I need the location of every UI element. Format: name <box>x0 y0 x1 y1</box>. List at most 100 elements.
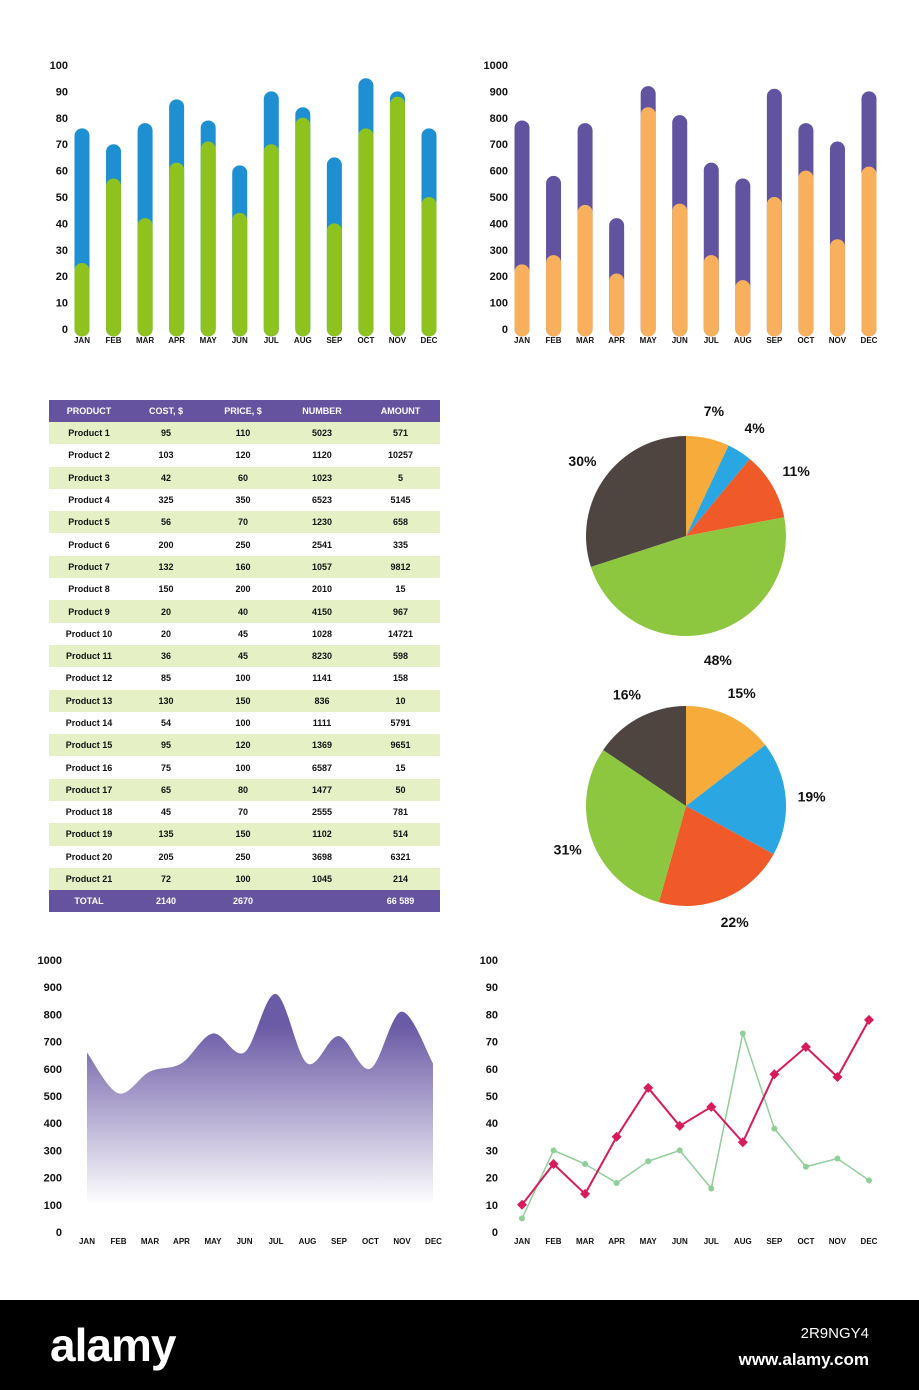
line-point-s0-1 <box>548 1159 559 1169</box>
table-header-row: PRODUCT COST, $ PRICE, $ NUMBER AMOUNT <box>49 400 440 422</box>
line-ytick-2: 20 <box>486 1173 498 1185</box>
line-ytick-10: 100 <box>480 955 498 967</box>
line-series-1 <box>521 1030 870 1219</box>
line-point-s0-4 <box>643 1082 654 1093</box>
table-cell: Product 19 <box>49 823 129 846</box>
area-xtick-1: FEB <box>111 1237 127 1246</box>
pie2-slice-3 <box>586 749 686 903</box>
table-cell: 150 <box>203 823 283 846</box>
bar1-bar-s1-5 <box>232 212 248 337</box>
line-point-s1-4 <box>645 1158 652 1165</box>
bar2-ytick-6: 600 <box>490 166 508 178</box>
table-cell: 20 <box>129 600 203 623</box>
line-point-s1-5 <box>676 1147 683 1154</box>
bar1-xtick-9: OCT <box>357 336 374 345</box>
area-xtick-7: AUG <box>299 1237 317 1246</box>
table-cell: 45 <box>203 644 283 668</box>
area-ytick-1: 100 <box>44 1200 62 1212</box>
area-fill <box>87 993 433 1205</box>
table-cell: 6321 <box>361 845 440 868</box>
table-cell: 20 <box>129 622 203 645</box>
bar1-xtick-5: JUN <box>232 336 248 345</box>
table-cell: 1111 <box>283 711 361 735</box>
bar1-bar-s1-4 <box>200 141 216 337</box>
bar2-xtick-9: OCT <box>797 336 814 345</box>
table-cell: 1102 <box>283 823 361 846</box>
table-cell: 598 <box>361 644 440 668</box>
table-cell: 80 <box>203 778 283 802</box>
pie2-slice-2 <box>658 806 774 906</box>
table-row: Product 2 103 120 1120 10257 <box>49 444 440 467</box>
table-cell: 200 <box>203 578 283 601</box>
bar2-ytick-0: 0 <box>502 324 508 336</box>
table-cell: 160 <box>203 555 283 579</box>
table-total-cell <box>283 890 361 913</box>
table-cell: 42 <box>129 466 203 489</box>
table-cell: 75 <box>129 756 203 779</box>
table-cell: 781 <box>361 801 440 824</box>
table-cell: 45 <box>203 622 283 645</box>
table-cell: Product 11 <box>49 644 129 668</box>
bar2-ytick-4: 400 <box>490 218 508 230</box>
bar2-ytick-8: 800 <box>490 113 508 125</box>
table-header-cell: COST, $ <box>129 400 203 422</box>
table-cell: 14721 <box>361 622 440 645</box>
bar1-ytick-10: 100 <box>50 60 68 72</box>
table-cell: 5145 <box>361 488 440 512</box>
line-point-s1-2 <box>582 1161 589 1167</box>
area-ytick-6: 600 <box>44 1064 62 1076</box>
line-ytick-8: 80 <box>486 1009 498 1021</box>
table-cell: 200 <box>129 533 203 556</box>
line-xtick-4: MAY <box>640 1237 658 1246</box>
bar1-bar-s1-6 <box>263 144 279 337</box>
table-header-cell: AMOUNT <box>361 400 440 422</box>
line-point-s0-10 <box>832 1071 843 1082</box>
area-xtick-4: MAY <box>204 1237 222 1246</box>
image-code-block: 2R9NGY4 www.alamy.com <box>739 1322 869 1373</box>
line-point-s1-10 <box>834 1155 841 1162</box>
bar2-ytick-5: 500 <box>490 192 508 204</box>
pie1-label-4: 30% <box>568 453 597 469</box>
bar2-xtick-8: SEP <box>766 336 783 345</box>
bar2-bar-s1-0 <box>514 264 530 337</box>
area-ytick-3: 300 <box>44 1145 62 1157</box>
bar1-ytick-3: 30 <box>56 245 68 257</box>
bar1-xtick-1: FEB <box>106 336 122 345</box>
table-row: Product 15 95 120 1369 9651 <box>49 734 440 757</box>
bar1-ytick-7: 70 <box>56 139 68 151</box>
line-xtick-1: FEB <box>546 1237 562 1246</box>
pie1-label-2: 11% <box>783 463 811 479</box>
area-ytick-9: 900 <box>44 982 62 994</box>
bar1-xtick-0: JAN <box>74 336 90 345</box>
table-cell: 15 <box>361 756 440 779</box>
table-cell: 70 <box>203 511 283 534</box>
area-ytick-7: 700 <box>44 1037 62 1049</box>
bar2-ytick-10: 1000 <box>484 60 508 72</box>
bar2-bar-s1-3 <box>609 273 625 337</box>
line-point-s0-2 <box>580 1188 591 1199</box>
table-cell: 10 <box>361 689 440 712</box>
table-cell: 3698 <box>283 845 361 868</box>
table-cell: 103 <box>129 444 203 467</box>
table-cell: 1477 <box>283 778 361 802</box>
table-cell: 8230 <box>283 644 361 668</box>
table-cell: 5023 <box>283 422 361 445</box>
line-point-s0-3 <box>611 1131 622 1142</box>
line-ytick-1: 10 <box>486 1200 498 1212</box>
table-cell: 100 <box>203 867 283 891</box>
pie1-label-0: 7% <box>704 403 725 419</box>
bar2-bar-s1-11 <box>861 166 877 337</box>
bar2-bar-s1-8 <box>766 197 782 337</box>
pie1-label-3: 48% <box>704 652 733 668</box>
table-row: Product 6 200 250 2541 335 <box>49 533 440 556</box>
pie2-label-3: 31% <box>554 841 583 857</box>
table-row: Product 21 72 100 1045 214 <box>49 867 440 891</box>
table-cell: 1230 <box>283 511 361 534</box>
bar1-bar-s1-8 <box>326 223 342 337</box>
table-cell: 2555 <box>283 801 361 824</box>
alamy-logo: alamy <box>50 1319 176 1371</box>
table-row: Product 18 45 70 2555 781 <box>49 801 440 824</box>
line-point-s1-9 <box>802 1163 809 1170</box>
table-cell: Product 5 <box>49 511 129 534</box>
bar1-ytick-0: 0 <box>62 324 68 336</box>
